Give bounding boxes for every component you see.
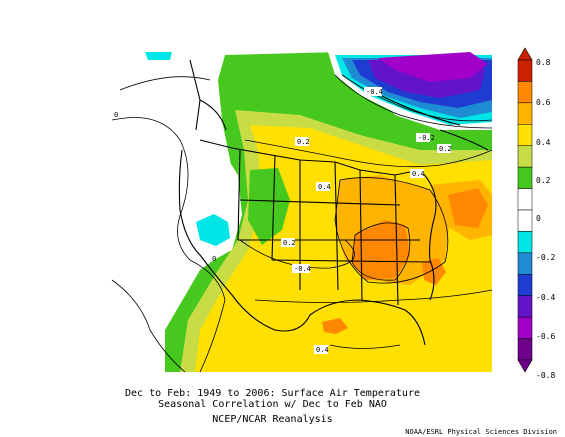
label-pos04c: 0.4: [316, 346, 329, 354]
figure-title-line2: Seasonal Correlation w/ Dec to Feb NAO: [158, 399, 387, 410]
colorbar-arrow-top: [517, 47, 533, 61]
label-zero-b: 0: [212, 255, 216, 263]
colorbar-tick-4: 0: [536, 214, 541, 223]
colorbar-cell: [517, 59, 533, 82]
colorbar-cell: [517, 145, 533, 168]
colorbar-tick-7: -0.6: [536, 332, 556, 341]
boundaries: [178, 59, 489, 346]
label-pos02c: 0.2: [283, 239, 296, 247]
colorbar-tick-6: -0.4: [536, 293, 556, 302]
label-pos02a: 0.2: [439, 145, 452, 153]
field-orange-south: [322, 318, 348, 334]
colorbar-tick-3: 0.2: [536, 176, 551, 185]
field-orange: [352, 220, 410, 280]
label-pos04a: 0.4: [318, 183, 331, 191]
colorbar-tick-1: 0.6: [536, 98, 551, 107]
label-neg04: -0.4: [366, 88, 383, 96]
colorbar-cell: [517, 316, 533, 339]
label-pos04b: 0.4: [412, 170, 425, 178]
colorbar-cell: [517, 252, 533, 275]
figure-title-line1: Dec to Feb: 1949 to 2006: Surface Air Te…: [124, 388, 420, 399]
colorbar-tick-5: -0.2: [536, 253, 556, 262]
colorbar-cells: [517, 47, 533, 373]
colorbar-tick-0: 0.8: [536, 58, 551, 67]
field-green-west: [248, 168, 290, 245]
contour-labels: -0.4 -0.2 0.2 0.2 0.2 0.4 0.4 0.4 -0.4 0…: [114, 87, 452, 354]
label-neg04c: -0.4: [294, 265, 311, 273]
figure-title-line3: NCEP/NCAR Reanalysis: [212, 414, 333, 425]
colorbar-cell: [517, 338, 533, 361]
colorbar-cell: [517, 295, 533, 318]
label-pos02b: 0.2: [297, 138, 310, 146]
colorbar-cell: [517, 102, 533, 125]
colorbar-cell: [517, 209, 533, 232]
colorbar-arrow-bottom: [517, 359, 533, 373]
colorbar-cell: [517, 166, 533, 189]
colorbar-tick-2: 0.4: [536, 138, 551, 147]
label-zero-a: 0: [114, 111, 118, 119]
colorbar-cell: [517, 81, 533, 104]
field-cyan: [196, 214, 230, 246]
contour-lines: [111, 74, 493, 373]
field-orange-east: [448, 188, 488, 228]
colorbar-cell: [517, 124, 533, 146]
field-arctic-purple: [378, 52, 488, 82]
correlation-map: -0.4 -0.2 0.2 0.2 0.2 0.4 0.4 0.4 -0.4 0…: [111, 52, 493, 373]
field-orange-se: [422, 258, 446, 285]
colorbar-cell: [517, 274, 533, 296]
colorbar-cell: [517, 231, 533, 254]
colorbar-tick-8: -0.8: [536, 371, 556, 380]
colorbar-cell: [517, 188, 533, 211]
field-cyan-nw: [145, 52, 172, 60]
credit-text: NOAA/ESRL Physical Sciences Division: [405, 428, 557, 436]
label-neg02: -0.2: [418, 134, 435, 142]
colorbar: [517, 47, 533, 373]
